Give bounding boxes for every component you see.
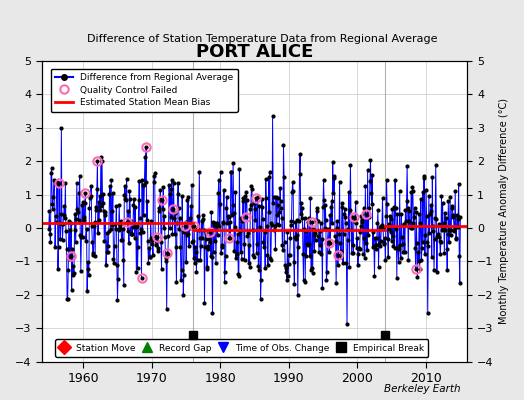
Y-axis label: Monthly Temperature Anomaly Difference (°C): Monthly Temperature Anomaly Difference (… [499, 98, 509, 324]
Legend: Station Move, Record Gap, Time of Obs. Change, Empirical Break: Station Move, Record Gap, Time of Obs. C… [55, 339, 429, 357]
Text: Difference of Station Temperature Data from Regional Average: Difference of Station Temperature Data f… [87, 34, 437, 44]
Title: PORT ALICE: PORT ALICE [196, 43, 313, 61]
Text: Berkeley Earth: Berkeley Earth [385, 384, 461, 394]
